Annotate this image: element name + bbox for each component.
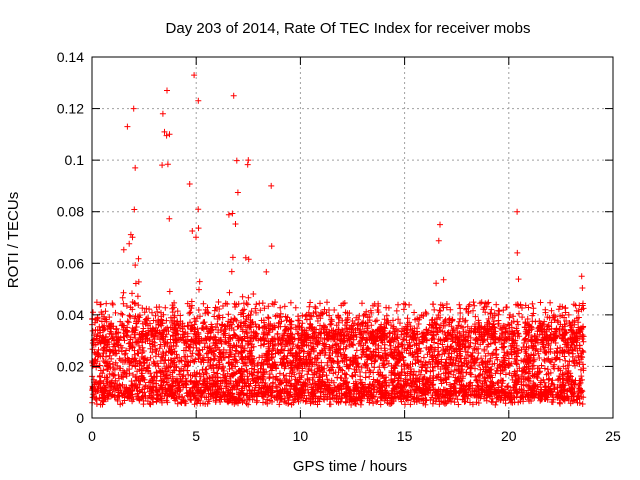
y-tick-label: 0.14 (57, 49, 84, 65)
x-tick-label: 10 (293, 428, 309, 444)
y-tick-label: 0.1 (65, 152, 85, 168)
y-tick-label: 0.08 (57, 204, 84, 220)
y-tick-label: 0.04 (57, 307, 84, 323)
y-tick-label: 0.06 (57, 255, 84, 271)
y-tick-label: 0 (76, 410, 84, 426)
x-tick-label: 25 (605, 428, 621, 444)
data-points (89, 72, 587, 408)
plot-frame (91, 56, 614, 419)
y-tick-label: 0.12 (57, 101, 84, 117)
x-axis-label: GPS time / hours (293, 458, 407, 475)
x-tick-label: 20 (501, 428, 517, 444)
x-tick-label: 5 (192, 428, 200, 444)
x-tick-label: 15 (397, 428, 413, 444)
axis-ticks: 0 0.02 0.04 0.06 0.08 0.1 0.12 0.14 0 5 10 15 20 25 (57, 49, 621, 444)
y-axis-label: ROTI / TECUs (5, 192, 22, 288)
x-tick-label: 0 (88, 428, 96, 444)
roti-series-markers (89, 72, 587, 408)
chart-title: Day 203 of 2014, Rate Of TEC Index for r… (166, 20, 531, 37)
y-tick-label: 0.02 (57, 358, 84, 374)
